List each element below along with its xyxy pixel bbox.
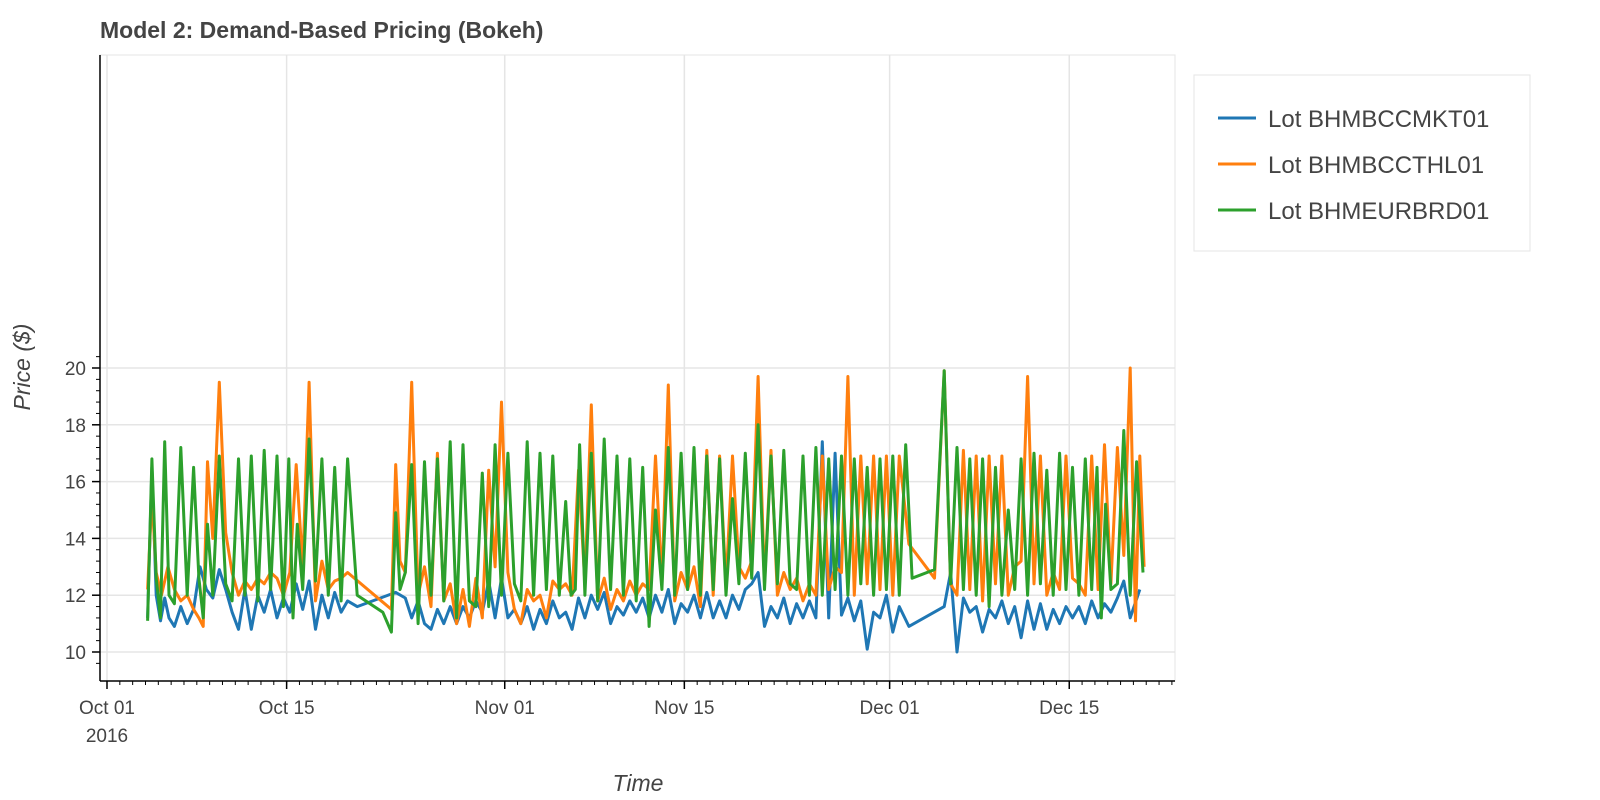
y-tick-label: 12 <box>65 586 86 607</box>
series-line-2 <box>146 366 1146 628</box>
legend: Lot BHMBCCMKT01 Lot BHMBCCTHL01 Lot BHMEUR… <box>1193 74 1531 252</box>
x-tick-label: Nov 01 <box>475 698 535 719</box>
x-tick-label: Nov 15 <box>654 698 714 719</box>
tick-labels: 10 12 14 16 18 20 Oct 01 2016 Oct 15 Nov 01 Nov 15… <box>65 359 1099 747</box>
x-tick-label: Dec 15 <box>1039 698 1099 719</box>
series-line-1 <box>146 440 1142 654</box>
y-axis-label: Price ($) <box>9 324 35 411</box>
series-lines <box>146 366 1146 654</box>
legend-label: Lot BHMBCCTHL01 <box>1268 152 1484 179</box>
y-tick-label: 18 <box>65 416 86 437</box>
y-tick-label: 14 <box>65 529 87 550</box>
y-tick-label: 10 <box>65 643 86 664</box>
axes <box>92 55 1175 689</box>
y-tick-label: 16 <box>65 473 86 494</box>
x-axis-label: Time <box>613 770 664 796</box>
series-line-3 <box>146 369 1145 634</box>
legend-label: Lot BHMBCCMKT01 <box>1268 106 1489 133</box>
legend-label: Lot BHMEURBRD01 <box>1268 198 1489 225</box>
x-tick-sublabel: 2016 <box>86 726 128 747</box>
x-tick-label: Oct 15 <box>259 698 315 719</box>
x-tick-label: Dec 01 <box>860 698 920 719</box>
y-tick-label: 20 <box>65 359 86 380</box>
chart-title: Model 2: Demand-Based Pricing (Bokeh) <box>100 17 543 43</box>
x-tick-label: Oct 01 <box>79 698 135 719</box>
